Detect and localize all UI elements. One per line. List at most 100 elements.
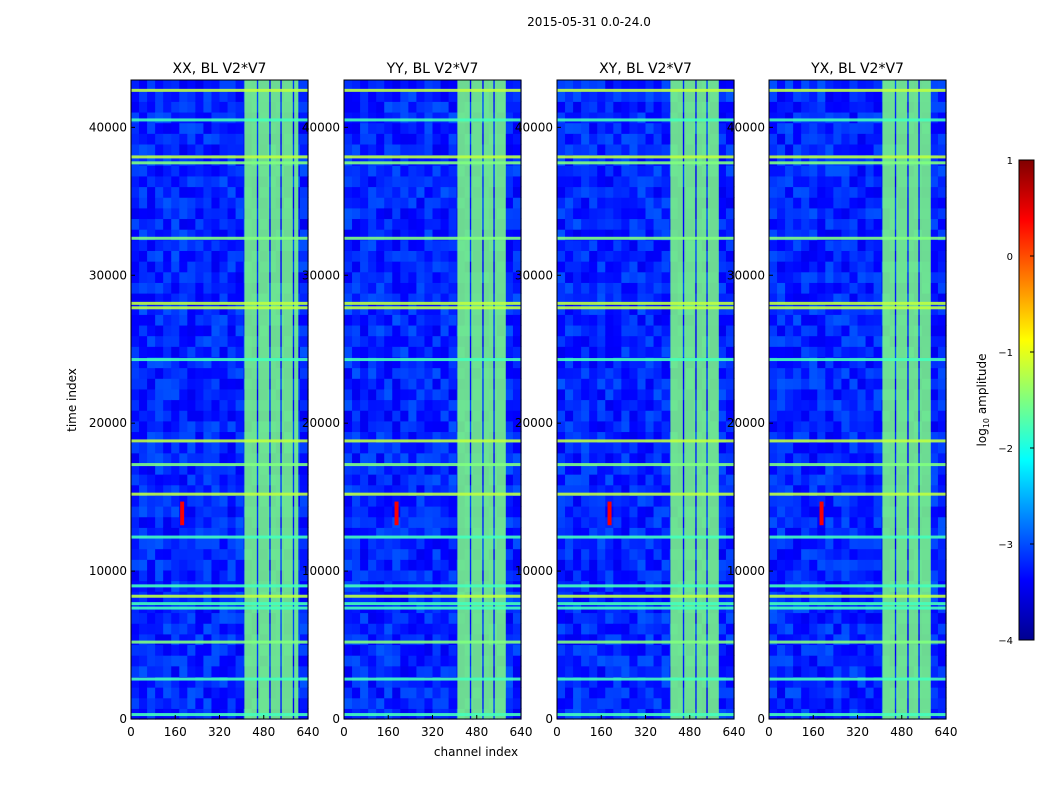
heatmap-cell bbox=[448, 197, 458, 209]
heatmap-cell bbox=[299, 165, 309, 177]
heatmap-cell bbox=[187, 506, 196, 518]
heatmap-cell bbox=[195, 633, 205, 646]
heatmap-cell bbox=[801, 101, 810, 113]
heatmap-cell bbox=[849, 133, 859, 145]
heatmap-cell bbox=[833, 655, 843, 667]
heatmap-cell bbox=[155, 356, 164, 369]
heatmap-cell bbox=[139, 633, 148, 646]
heatmap-cell bbox=[384, 335, 393, 347]
heatmap-cell bbox=[769, 655, 778, 667]
heatmap-cell bbox=[392, 612, 401, 624]
heatmap-cell bbox=[227, 111, 237, 124]
heatmap-cell bbox=[645, 282, 655, 294]
bright-time-row bbox=[131, 713, 308, 717]
heatmap-cell bbox=[376, 133, 385, 145]
heatmap-cell bbox=[613, 314, 622, 326]
heatmap-cell bbox=[131, 261, 140, 273]
heatmap-cell bbox=[717, 495, 727, 507]
heatmap-cell bbox=[235, 548, 245, 560]
heatmap-cell bbox=[227, 80, 237, 92]
heatmap-cell bbox=[400, 527, 409, 539]
heatmap-cell bbox=[597, 687, 606, 699]
heatmap-cell bbox=[203, 559, 213, 571]
heatmap-cell bbox=[219, 197, 229, 209]
bright-time-row bbox=[344, 88, 521, 92]
heatmap-cell bbox=[163, 378, 172, 390]
heatmap-cell bbox=[368, 154, 377, 166]
heatmap-cell bbox=[637, 250, 647, 262]
heatmap-cell bbox=[613, 271, 622, 283]
heatmap-cell bbox=[589, 463, 598, 475]
heatmap-cell bbox=[360, 293, 369, 305]
heatmap-cell bbox=[504, 452, 514, 464]
heatmap-cell bbox=[235, 612, 245, 624]
heatmap-cell bbox=[203, 101, 213, 113]
heatmap-cell bbox=[621, 175, 631, 188]
heatmap-cell bbox=[817, 442, 826, 454]
heatmap-cell bbox=[769, 463, 778, 475]
heatmap-cell bbox=[637, 197, 647, 209]
heatmap-cell bbox=[203, 420, 213, 433]
heatmap-cell bbox=[163, 420, 172, 433]
heatmap-cell bbox=[171, 431, 180, 443]
heatmap-cell bbox=[573, 356, 582, 369]
heatmap-cell bbox=[833, 175, 843, 188]
heatmap-cell bbox=[629, 399, 639, 411]
heatmap-cell bbox=[777, 484, 786, 496]
heatmap-cell bbox=[376, 165, 385, 177]
heatmap-cell bbox=[573, 442, 582, 454]
bright-time-row bbox=[131, 535, 308, 539]
heatmap-cell bbox=[163, 665, 172, 677]
heatmap-cell bbox=[793, 623, 802, 635]
heatmap-cell bbox=[865, 569, 875, 582]
heatmap-cell bbox=[717, 207, 727, 220]
heatmap-cell bbox=[512, 548, 522, 560]
heatmap-cell bbox=[557, 612, 566, 624]
heatmap-cell bbox=[793, 452, 802, 464]
heatmap-cell bbox=[849, 410, 859, 422]
heatmap-cell bbox=[637, 516, 647, 528]
heatmap-cell bbox=[565, 697, 574, 709]
heatmap-cell bbox=[865, 186, 875, 198]
heatmap-cell bbox=[432, 559, 442, 571]
heatmap-cell bbox=[344, 516, 353, 528]
heatmap-cell bbox=[163, 133, 172, 145]
heatmap-cell bbox=[785, 559, 794, 571]
heatmap-cell bbox=[299, 271, 309, 283]
heatmap-cell bbox=[637, 111, 647, 124]
heatmap-cell bbox=[873, 250, 883, 262]
heatmap-cell bbox=[725, 548, 735, 560]
bright-time-row bbox=[344, 606, 521, 610]
heatmap-cell bbox=[376, 537, 385, 550]
heatmap-cell bbox=[424, 548, 434, 560]
heatmap-cell bbox=[131, 378, 140, 390]
heatmap-cell bbox=[203, 239, 213, 251]
heatmap-cell bbox=[873, 165, 883, 177]
heatmap-cell bbox=[717, 388, 727, 401]
heatmap-cell bbox=[368, 207, 377, 220]
heatmap-cell bbox=[368, 495, 377, 507]
heatmap-cell bbox=[841, 516, 851, 528]
heatmap-cell bbox=[344, 527, 353, 539]
heatmap-cell bbox=[581, 612, 590, 624]
heatmap-cell bbox=[629, 697, 639, 709]
heatmap-cell bbox=[801, 569, 810, 582]
heatmap-cell bbox=[809, 261, 818, 273]
heatmap-cell bbox=[400, 612, 409, 624]
heatmap-cell bbox=[637, 676, 647, 688]
heatmap-cell bbox=[865, 644, 875, 656]
heatmap-cell bbox=[448, 356, 458, 369]
heatmap-cell bbox=[565, 484, 574, 496]
heatmap-cell bbox=[637, 484, 647, 496]
heatmap-cell bbox=[155, 101, 164, 113]
heatmap-cell bbox=[573, 101, 582, 113]
heatmap-cell bbox=[203, 655, 213, 667]
heatmap-cell bbox=[849, 399, 859, 411]
heatmap-cell bbox=[645, 442, 655, 454]
heatmap-cell bbox=[408, 111, 418, 124]
heatmap-cell bbox=[171, 154, 180, 166]
heatmap-cell bbox=[504, 537, 514, 550]
heatmap-cell bbox=[833, 463, 843, 475]
heatmap-cell bbox=[344, 356, 353, 369]
heatmap-cell bbox=[368, 388, 377, 401]
